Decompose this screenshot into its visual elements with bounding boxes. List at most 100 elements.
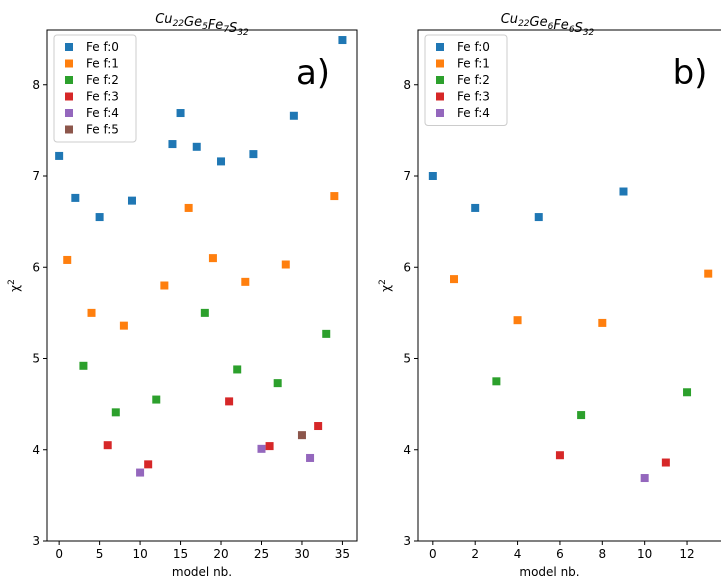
chart-title: Cu22Ge5Fe7S32: [155, 12, 249, 38]
title-element-count: 6: [548, 22, 554, 32]
legend-marker: [65, 59, 73, 68]
x-tick-label: 5: [96, 547, 104, 561]
data-point: [127, 196, 136, 205]
data-point: [314, 422, 323, 431]
legend-label: Fe f:3: [457, 90, 490, 104]
title-element-symbol: Cu: [155, 12, 172, 27]
legend-label: Fe f:2: [86, 73, 119, 87]
legend-label: Fe f:5: [86, 123, 119, 137]
data-point: [111, 408, 120, 417]
x-tick-label: 35: [335, 547, 350, 561]
data-point: [144, 460, 153, 469]
data-point: [492, 377, 501, 386]
title-element-symbol: Ge: [530, 15, 548, 30]
x-tick-label: 30: [294, 547, 309, 561]
x-tick-label: 0: [55, 547, 63, 561]
data-point: [103, 441, 112, 450]
title-element-count: 6: [569, 25, 575, 35]
data-point: [233, 365, 242, 374]
title-element-symbol: S: [575, 21, 583, 36]
data-point: [450, 275, 459, 284]
legend-marker: [65, 76, 73, 84]
data-point: [619, 187, 628, 196]
data-point: [534, 213, 543, 222]
data-point: [330, 192, 339, 201]
data-point: [513, 316, 522, 325]
legend-marker: [436, 43, 444, 51]
y-tick-label: 4: [32, 443, 40, 457]
legend-marker: [436, 92, 444, 101]
data-point: [87, 308, 96, 317]
data-point: [192, 142, 201, 151]
data-point: [71, 193, 80, 202]
y-tick-label: 8: [403, 78, 411, 92]
data-point: [55, 151, 64, 160]
legend-label: Fe f:1: [457, 57, 490, 71]
data-point: [95, 213, 104, 222]
data-point: [281, 260, 290, 269]
x-tick-label: 4: [514, 547, 522, 561]
legend-label: Fe f:0: [457, 40, 490, 54]
legend-marker: [65, 43, 73, 51]
y-tick-label: 5: [403, 352, 411, 366]
legend: [424, 34, 508, 126]
data-point: [683, 388, 692, 397]
x-axis-label: model nb.: [172, 565, 232, 579]
data-point: [598, 318, 607, 327]
chart-title: Cu22Ge6Fe6S32: [501, 12, 595, 38]
title-element-symbol: Cu: [501, 12, 518, 27]
data-point: [661, 458, 670, 467]
data-point: [200, 308, 209, 317]
data-point: [176, 109, 185, 118]
x-tick-label: 8: [598, 547, 606, 561]
title-element-count: 22: [173, 19, 185, 29]
x-tick-label: 20: [213, 547, 228, 561]
x-tick-label: 25: [254, 547, 269, 561]
data-point: [249, 150, 258, 159]
data-point: [241, 277, 250, 286]
data-point: [168, 140, 177, 149]
data-point: [257, 444, 266, 453]
x-tick-label: 12: [679, 547, 694, 561]
legend-marker: [436, 59, 444, 68]
x-tick-label: 2: [471, 547, 479, 561]
x-tick-label: 10: [637, 547, 652, 561]
data-point: [265, 442, 274, 451]
data-point: [217, 157, 226, 166]
y-tick-label: 5: [32, 352, 40, 366]
plot-frame: [46, 29, 358, 542]
data-point: [63, 255, 72, 264]
data-point: [704, 269, 713, 278]
title-element-count: 32: [583, 28, 595, 38]
data-point: [428, 172, 437, 180]
data-point: [289, 111, 298, 120]
panel-label: b): [673, 53, 708, 93]
y-tick-label: 8: [32, 78, 40, 92]
title-element-count: 32: [237, 28, 249, 38]
data-point: [338, 36, 347, 45]
panel-label: a): [296, 53, 330, 93]
data-point: [297, 431, 306, 440]
legend-label: Fe f:1: [86, 57, 119, 71]
data-point: [160, 281, 169, 290]
legend-label: Fe f:4: [86, 106, 119, 120]
legend-marker: [436, 76, 444, 84]
data-point: [555, 451, 564, 460]
title-element-symbol: Ge: [184, 15, 202, 30]
data-point: [640, 474, 649, 483]
data-point: [273, 379, 282, 388]
data-point: [322, 329, 331, 338]
y-tick-label: 3: [32, 534, 40, 548]
legend-label: Fe f:0: [86, 40, 119, 54]
y-tick-label: 3: [403, 534, 411, 548]
y-axis-label: χ2: [378, 279, 393, 292]
data-point: [152, 395, 161, 404]
legend-marker: [65, 125, 73, 134]
x-tick-label: 6: [556, 547, 564, 561]
y-tick-label: 4: [403, 443, 411, 457]
data-point: [119, 321, 128, 330]
x-tick-label: 15: [173, 547, 188, 561]
